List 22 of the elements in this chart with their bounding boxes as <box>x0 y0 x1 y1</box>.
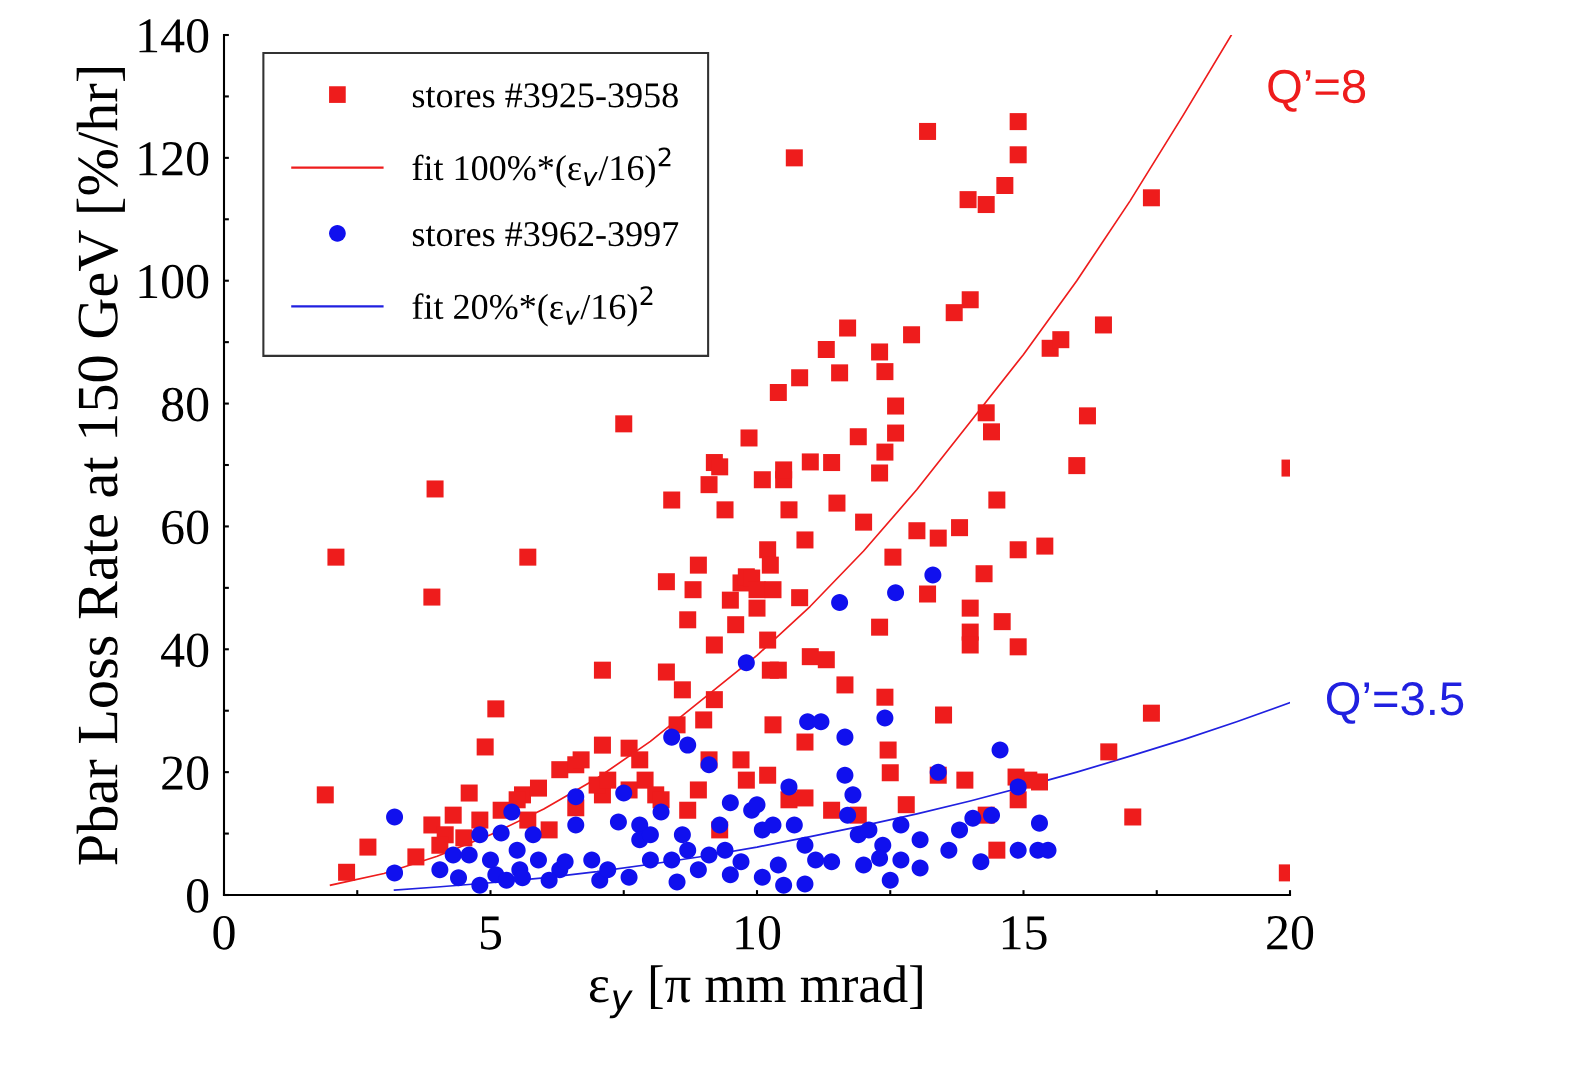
y-tick-label: 60 <box>162 510 209 545</box>
y-tick-label: 80 <box>162 387 209 422</box>
annotation: Q’=3.5 <box>1326 681 1464 724</box>
legend-label: stores #3925-3958 <box>412 83 678 108</box>
y-tick-label: 100 <box>139 264 209 299</box>
y-axis-title: Pbar Loss Rate at 150 GeV [%/hr] <box>76 68 125 865</box>
legend-label: fit 20%*(ε$_{v}$/16)$^{2}$ <box>412 286 653 327</box>
y-tick-label: 0 <box>187 879 209 913</box>
x-tick-label: 5 <box>480 916 502 950</box>
x-axis-title: ε$_{y}$ [π mm mrad] <box>589 965 922 1019</box>
y-tick-label: 140 <box>139 19 209 53</box>
y-tick-label: 40 <box>161 633 209 668</box>
x-tick-label: 15 <box>1002 916 1047 950</box>
legend-label: fit 100%*(ε$_{v}$/16)$^{2}$ <box>412 147 671 188</box>
legend-label: stores #3962-3997 <box>412 222 679 247</box>
x-tick-label: 0 <box>213 915 235 950</box>
y-tick-label: 120 <box>139 141 209 176</box>
line-series <box>329 35 1233 887</box>
y-tick-label: 20 <box>162 756 209 790</box>
x-tick-label: 10 <box>736 915 781 950</box>
x-tick-label: 20 <box>1267 915 1314 950</box>
annotation: Q’=8 <box>1268 69 1366 112</box>
